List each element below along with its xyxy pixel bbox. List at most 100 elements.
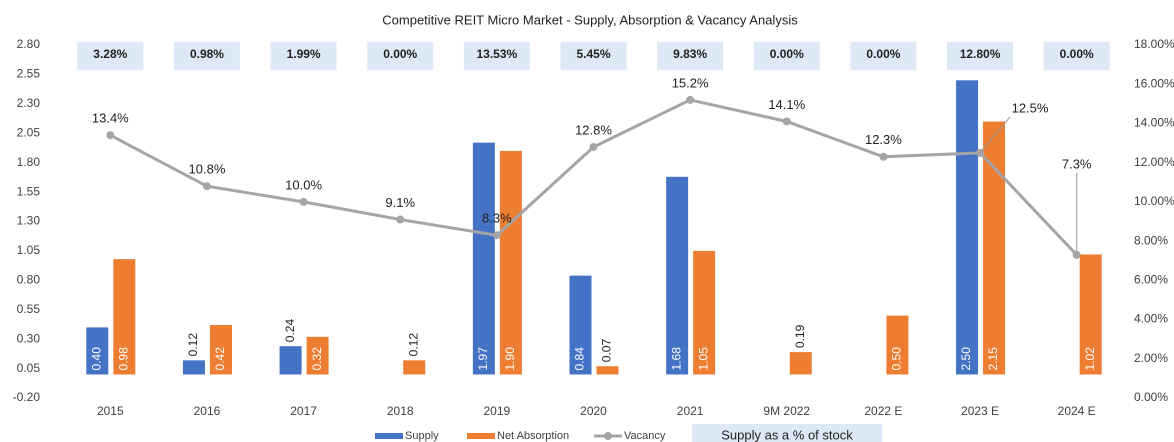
legend-swatch [604,432,612,440]
vacancy-label: 7.3% [1062,156,1092,171]
share-label: 1.99% [287,47,321,61]
bar [279,346,302,375]
bar-label: 1.02 [1083,347,1097,371]
vacancy-label: 10.8% [189,162,226,177]
bar [86,327,109,375]
share-label: 0.98% [190,47,224,61]
x-tick-label: 2015 [97,404,124,418]
bar-label: 0.07 [600,339,614,363]
bar-label: 1.68 [669,347,683,371]
bar [113,259,136,375]
share-label: 0.00% [866,47,900,61]
vacancy-label: 10.0% [285,177,322,192]
x-tick-label: 2024 E [1058,404,1096,418]
bar [182,360,205,375]
chart-title: Competitive REIT Micro Market - Supply, … [382,12,798,27]
share-label: 5.45% [576,47,610,61]
bar-label: 1.97 [476,347,490,371]
vacancy-point [299,197,308,206]
y2-tick-label: 18.00% [1134,37,1174,51]
y2-tick-label: 0.00% [1134,390,1168,404]
share-label: 0.00% [770,47,804,61]
legend-swatch [467,433,495,439]
vacancy-label: 9.1% [385,195,415,210]
bar [596,366,619,375]
bar-label: 0.19 [793,324,807,348]
y2-tick-label: 6.00% [1134,273,1168,287]
y-tick-label: 2.80 [17,37,41,51]
bar-label: 1.05 [696,347,710,371]
x-tick-label: 2023 E [961,404,999,418]
y-tick-label: 2.30 [17,96,41,110]
share-label: 12.80% [960,47,1001,61]
bar [789,352,812,375]
legend-label: Supply as a % of stock [721,427,853,442]
bar-label: 0.50 [890,347,904,371]
x-tick-label: 2021 [677,404,704,418]
vacancy-point [492,231,501,240]
bar-label: 0.12 [186,333,200,357]
share-box [947,42,1014,70]
bar [306,336,329,375]
y-tick-label: 1.80 [17,155,41,169]
bar [403,360,426,375]
vacancy-point [879,152,888,161]
bar [499,150,522,375]
x-tick-label: 2016 [194,404,221,418]
bar [569,275,592,375]
legend-label: Supply [405,430,439,442]
bar [693,250,716,375]
y2-tick-label: 8.00% [1134,233,1168,247]
vacancy-label: 13.4% [92,111,129,126]
share-box [173,42,240,70]
y-tick-label: 2.05 [17,125,41,139]
legend-label: Vacancy [624,430,666,442]
legend-box [692,424,882,442]
share-box [270,42,337,70]
y2-tick-label: 12.00% [1134,155,1174,169]
vacancy-point [589,142,598,151]
share-box [1043,42,1110,70]
y2-tick-label: 4.00% [1134,312,1168,326]
bar-label: 0.24 [283,319,297,343]
y2-tick-label: 16.00% [1134,76,1174,90]
vacancy-point [686,95,695,104]
y-tick-label: 0.80 [17,273,41,287]
bar-label: 2.50 [959,347,973,371]
vacancy-label: 8.3% [482,211,512,226]
y-tick-label: 0.55 [17,302,41,316]
bar-label: 0.32 [310,347,324,371]
vacancy-label: 12.5% [1012,100,1049,115]
y-tick-label: 1.55 [17,184,41,198]
bar [956,80,979,375]
bar-label: 0.84 [573,347,587,371]
x-tick-label: 2020 [580,404,607,418]
bar [983,121,1006,375]
bar-label: 1.90 [503,347,517,371]
share-label: 0.00% [1060,47,1094,61]
x-tick-label: 2019 [484,404,511,418]
share-label: 9.83% [673,47,707,61]
vacancy-point [106,131,115,140]
vacancy-point [396,215,405,224]
bar [886,315,909,375]
y2-tick-label: 10.00% [1134,194,1174,208]
vacancy-point [782,117,791,126]
y-tick-label: -0.20 [13,390,41,404]
bar [666,176,689,375]
x-tick-label: 2017 [290,404,317,418]
bar [1079,254,1102,375]
bar-label: 2.15 [986,347,1000,371]
y-tick-label: 0.05 [17,361,41,375]
share-box [850,42,917,70]
share-box [753,42,820,70]
y-tick-label: 1.05 [17,243,41,257]
vacancy-label: 15.2% [672,75,709,90]
vacancy-label: 12.8% [575,122,612,137]
x-tick-label: 2018 [387,404,414,418]
leader-line [979,116,1011,154]
vacancy-label: 12.3% [865,132,902,147]
x-tick-label: 2022 E [864,404,902,418]
bar-label: 0.98 [116,347,130,371]
